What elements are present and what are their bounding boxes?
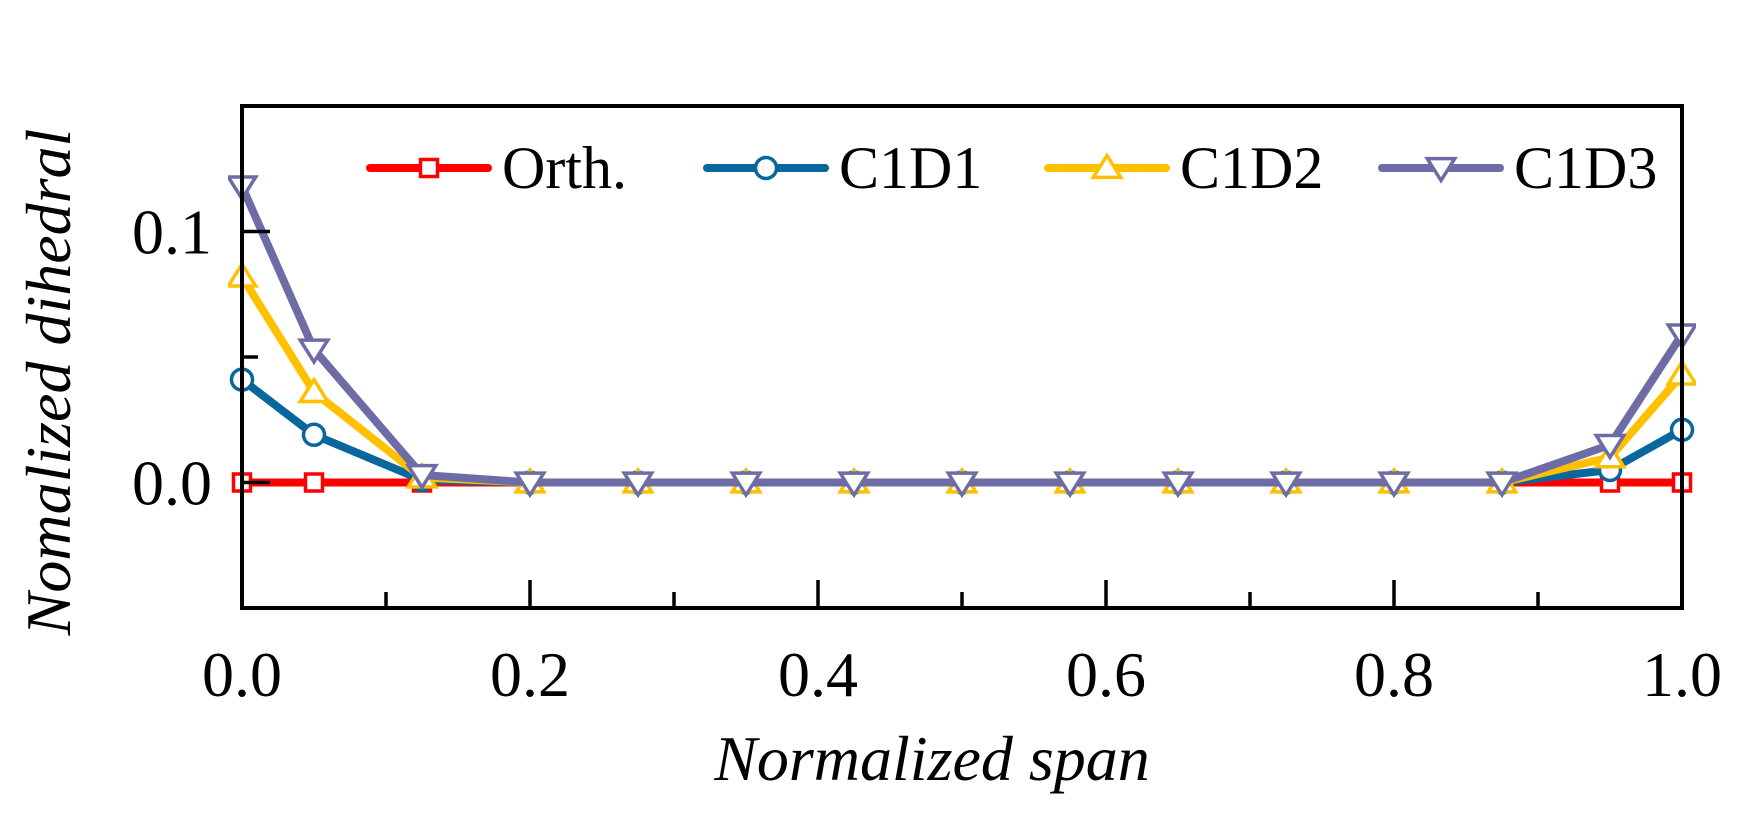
data-point xyxy=(297,376,331,404)
data-point xyxy=(1593,433,1627,461)
legend-item: C1D2 xyxy=(1044,135,1323,201)
data-point xyxy=(1161,471,1195,499)
legend-item: C1D1 xyxy=(703,135,982,201)
data-point xyxy=(301,422,327,448)
x-tick-label: 0.4 xyxy=(778,639,858,710)
legend-label: C1D3 xyxy=(1514,135,1657,201)
x-tick-label: 1.0 xyxy=(1642,639,1722,710)
legend-label: Orth. xyxy=(502,135,627,201)
data-point xyxy=(1269,471,1303,499)
data-point xyxy=(945,471,979,499)
y-axis-title: Nomalized dihedral xyxy=(13,129,84,637)
y-tick-label: 0.0 xyxy=(132,448,212,519)
x-axis-title: Normalized span xyxy=(713,723,1150,794)
x-tick-label: 0.2 xyxy=(490,639,570,710)
data-point xyxy=(729,471,763,499)
legend: Orth. C1D1 C1D2 C1D3 xyxy=(366,135,1657,201)
x-tick-label: 0.0 xyxy=(202,639,282,710)
series-c1d3 xyxy=(228,175,1696,499)
y-tick-label: 0.1 xyxy=(132,197,212,268)
series-layer xyxy=(228,175,1696,499)
axes-layer: 0.0 0.2 0.4 0.6 0.8 1.0 0.0 0.1 Normalized span N… xyxy=(13,104,1722,794)
data-point xyxy=(297,338,331,366)
legend-marker xyxy=(1424,156,1458,184)
data-point xyxy=(837,471,871,499)
legend-item: C1D3 xyxy=(1378,135,1657,201)
legend-label: C1D1 xyxy=(839,135,982,201)
data-point xyxy=(1377,471,1411,499)
data-point xyxy=(621,471,655,499)
legend-marker xyxy=(1090,152,1124,180)
data-point xyxy=(513,471,547,499)
data-point xyxy=(405,463,439,491)
x-tick-label: 0.8 xyxy=(1354,639,1434,710)
x-tick-label: 0.6 xyxy=(1066,639,1146,710)
legend-marker xyxy=(753,155,779,181)
legend-item: Orth. xyxy=(366,135,627,201)
data-point xyxy=(1485,471,1519,499)
data-point xyxy=(1053,471,1087,499)
legend-label: C1D2 xyxy=(1180,135,1323,201)
legend-marker xyxy=(418,157,440,179)
data-point xyxy=(303,472,325,493)
